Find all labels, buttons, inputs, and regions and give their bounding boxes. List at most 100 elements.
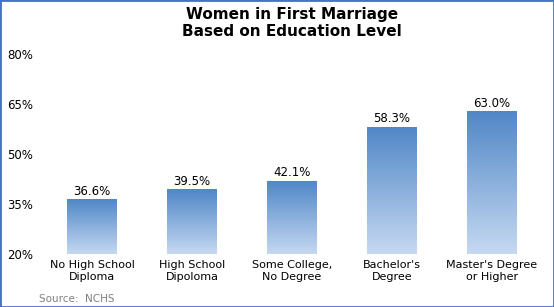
Bar xyxy=(167,209,217,210)
Bar xyxy=(367,192,417,194)
Bar xyxy=(367,170,417,171)
Bar xyxy=(367,239,417,240)
Bar xyxy=(467,168,517,170)
Bar xyxy=(167,196,217,197)
Text: 39.5%: 39.5% xyxy=(173,175,211,188)
Bar xyxy=(267,191,317,192)
Bar xyxy=(167,248,217,249)
Bar xyxy=(367,128,417,130)
Bar xyxy=(367,223,417,224)
Bar xyxy=(267,251,317,252)
Bar xyxy=(467,235,517,236)
Bar xyxy=(267,217,317,218)
Bar xyxy=(167,222,217,223)
Bar xyxy=(67,199,117,200)
Bar xyxy=(167,246,217,247)
Bar xyxy=(167,233,217,234)
Bar xyxy=(267,243,317,244)
Bar xyxy=(67,204,117,205)
Bar xyxy=(267,229,317,230)
Bar xyxy=(67,238,117,239)
Bar xyxy=(367,218,417,219)
Bar xyxy=(67,248,117,249)
Bar xyxy=(467,247,517,249)
Bar xyxy=(267,193,317,194)
Bar xyxy=(167,235,217,236)
Bar xyxy=(267,246,317,247)
Bar xyxy=(267,225,317,226)
Bar xyxy=(267,184,317,185)
Bar xyxy=(467,165,517,166)
Bar xyxy=(167,224,217,225)
Bar xyxy=(367,245,417,247)
Bar xyxy=(267,212,317,213)
Bar xyxy=(67,206,117,207)
Bar xyxy=(167,215,217,216)
Bar xyxy=(467,202,517,204)
Bar xyxy=(167,249,217,250)
Bar xyxy=(167,193,217,194)
Bar xyxy=(167,219,217,220)
Bar xyxy=(367,208,417,210)
Bar xyxy=(267,250,317,251)
Bar xyxy=(267,214,317,215)
Bar xyxy=(67,200,117,201)
Bar xyxy=(467,204,517,206)
Bar xyxy=(67,228,117,229)
Bar xyxy=(467,201,517,202)
Bar xyxy=(67,252,117,253)
Bar xyxy=(367,141,417,142)
Bar xyxy=(67,217,117,218)
Bar xyxy=(167,201,217,202)
Bar xyxy=(267,219,317,220)
Bar xyxy=(467,123,517,125)
Bar xyxy=(367,221,417,223)
Bar xyxy=(367,146,417,147)
Bar xyxy=(267,181,317,182)
Bar xyxy=(467,115,517,116)
Bar xyxy=(367,173,417,175)
Bar xyxy=(467,131,517,132)
Bar xyxy=(267,195,317,196)
Bar xyxy=(67,253,117,254)
Bar xyxy=(367,134,417,136)
Bar xyxy=(467,142,517,143)
Bar xyxy=(467,206,517,208)
Bar xyxy=(67,223,117,224)
Bar xyxy=(367,163,417,165)
Bar xyxy=(167,228,217,229)
Bar xyxy=(367,178,417,179)
Bar xyxy=(367,211,417,213)
Bar xyxy=(467,179,517,181)
Bar xyxy=(167,207,217,208)
Bar xyxy=(67,224,117,225)
Bar xyxy=(467,118,517,120)
Bar xyxy=(267,215,317,216)
Bar xyxy=(367,195,417,197)
Bar xyxy=(467,229,517,231)
Bar xyxy=(467,208,517,210)
Bar xyxy=(167,203,217,204)
Bar xyxy=(67,219,117,220)
Bar xyxy=(267,228,317,229)
Bar xyxy=(167,244,217,245)
Bar xyxy=(367,157,417,158)
Bar xyxy=(367,199,417,200)
Bar xyxy=(267,190,317,191)
Bar xyxy=(267,233,317,234)
Bar xyxy=(67,222,117,223)
Bar xyxy=(467,166,517,168)
Bar xyxy=(467,120,517,122)
Bar xyxy=(367,181,417,183)
Bar xyxy=(267,249,317,250)
Bar xyxy=(167,241,217,242)
Bar xyxy=(167,223,217,224)
Bar xyxy=(367,130,417,131)
Bar xyxy=(467,215,517,217)
Bar xyxy=(167,229,217,230)
Bar xyxy=(267,247,317,248)
Bar xyxy=(367,136,417,138)
Bar xyxy=(367,144,417,146)
Bar xyxy=(367,215,417,216)
Bar xyxy=(67,254,117,255)
